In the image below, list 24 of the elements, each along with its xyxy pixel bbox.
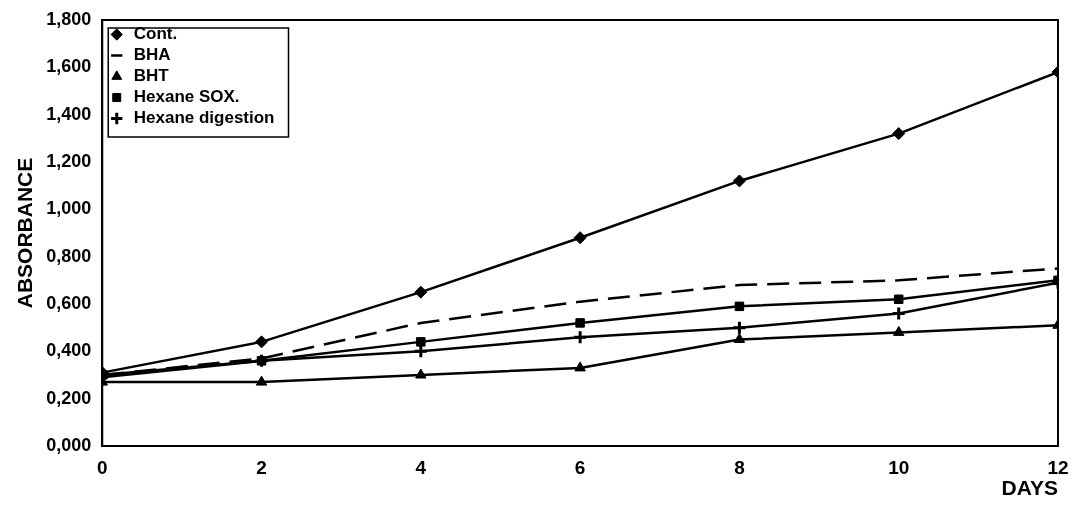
x-tick-label: 10 — [888, 456, 910, 478]
y-tick-label: 1,200 — [46, 150, 92, 171]
y-tick-label: 0,800 — [46, 245, 92, 266]
y-tick-label: 1,400 — [46, 103, 92, 124]
y-tick-label: 1,800 — [46, 8, 92, 29]
y-tick-label: 0,400 — [46, 340, 92, 361]
legend-label: BHT — [133, 66, 170, 86]
legend-label: Cont. — [133, 24, 178, 44]
y-tick-label: 1,600 — [46, 56, 92, 77]
x-tick-label: 4 — [415, 456, 427, 478]
y-axis-title: ABSORBANCE — [13, 157, 37, 309]
x-tick-label: 8 — [734, 456, 745, 478]
legend-label: Hexane SOX. — [133, 87, 240, 107]
x-tick-label: 6 — [574, 456, 586, 478]
legend-label: Hexane digestion — [133, 108, 275, 128]
x-tick-label: 0 — [96, 456, 108, 478]
y-tick-label: 0,600 — [46, 292, 92, 313]
legend-label: BHA — [133, 45, 171, 65]
x-axis-title: DAYS — [1001, 476, 1058, 500]
y-tick-label: 0,000 — [46, 434, 92, 455]
y-tick-label: 0,200 — [46, 387, 92, 408]
x-tick-label: 12 — [1047, 456, 1069, 478]
x-tick-label: 2 — [256, 456, 267, 478]
y-tick-label: 1,000 — [46, 198, 92, 219]
